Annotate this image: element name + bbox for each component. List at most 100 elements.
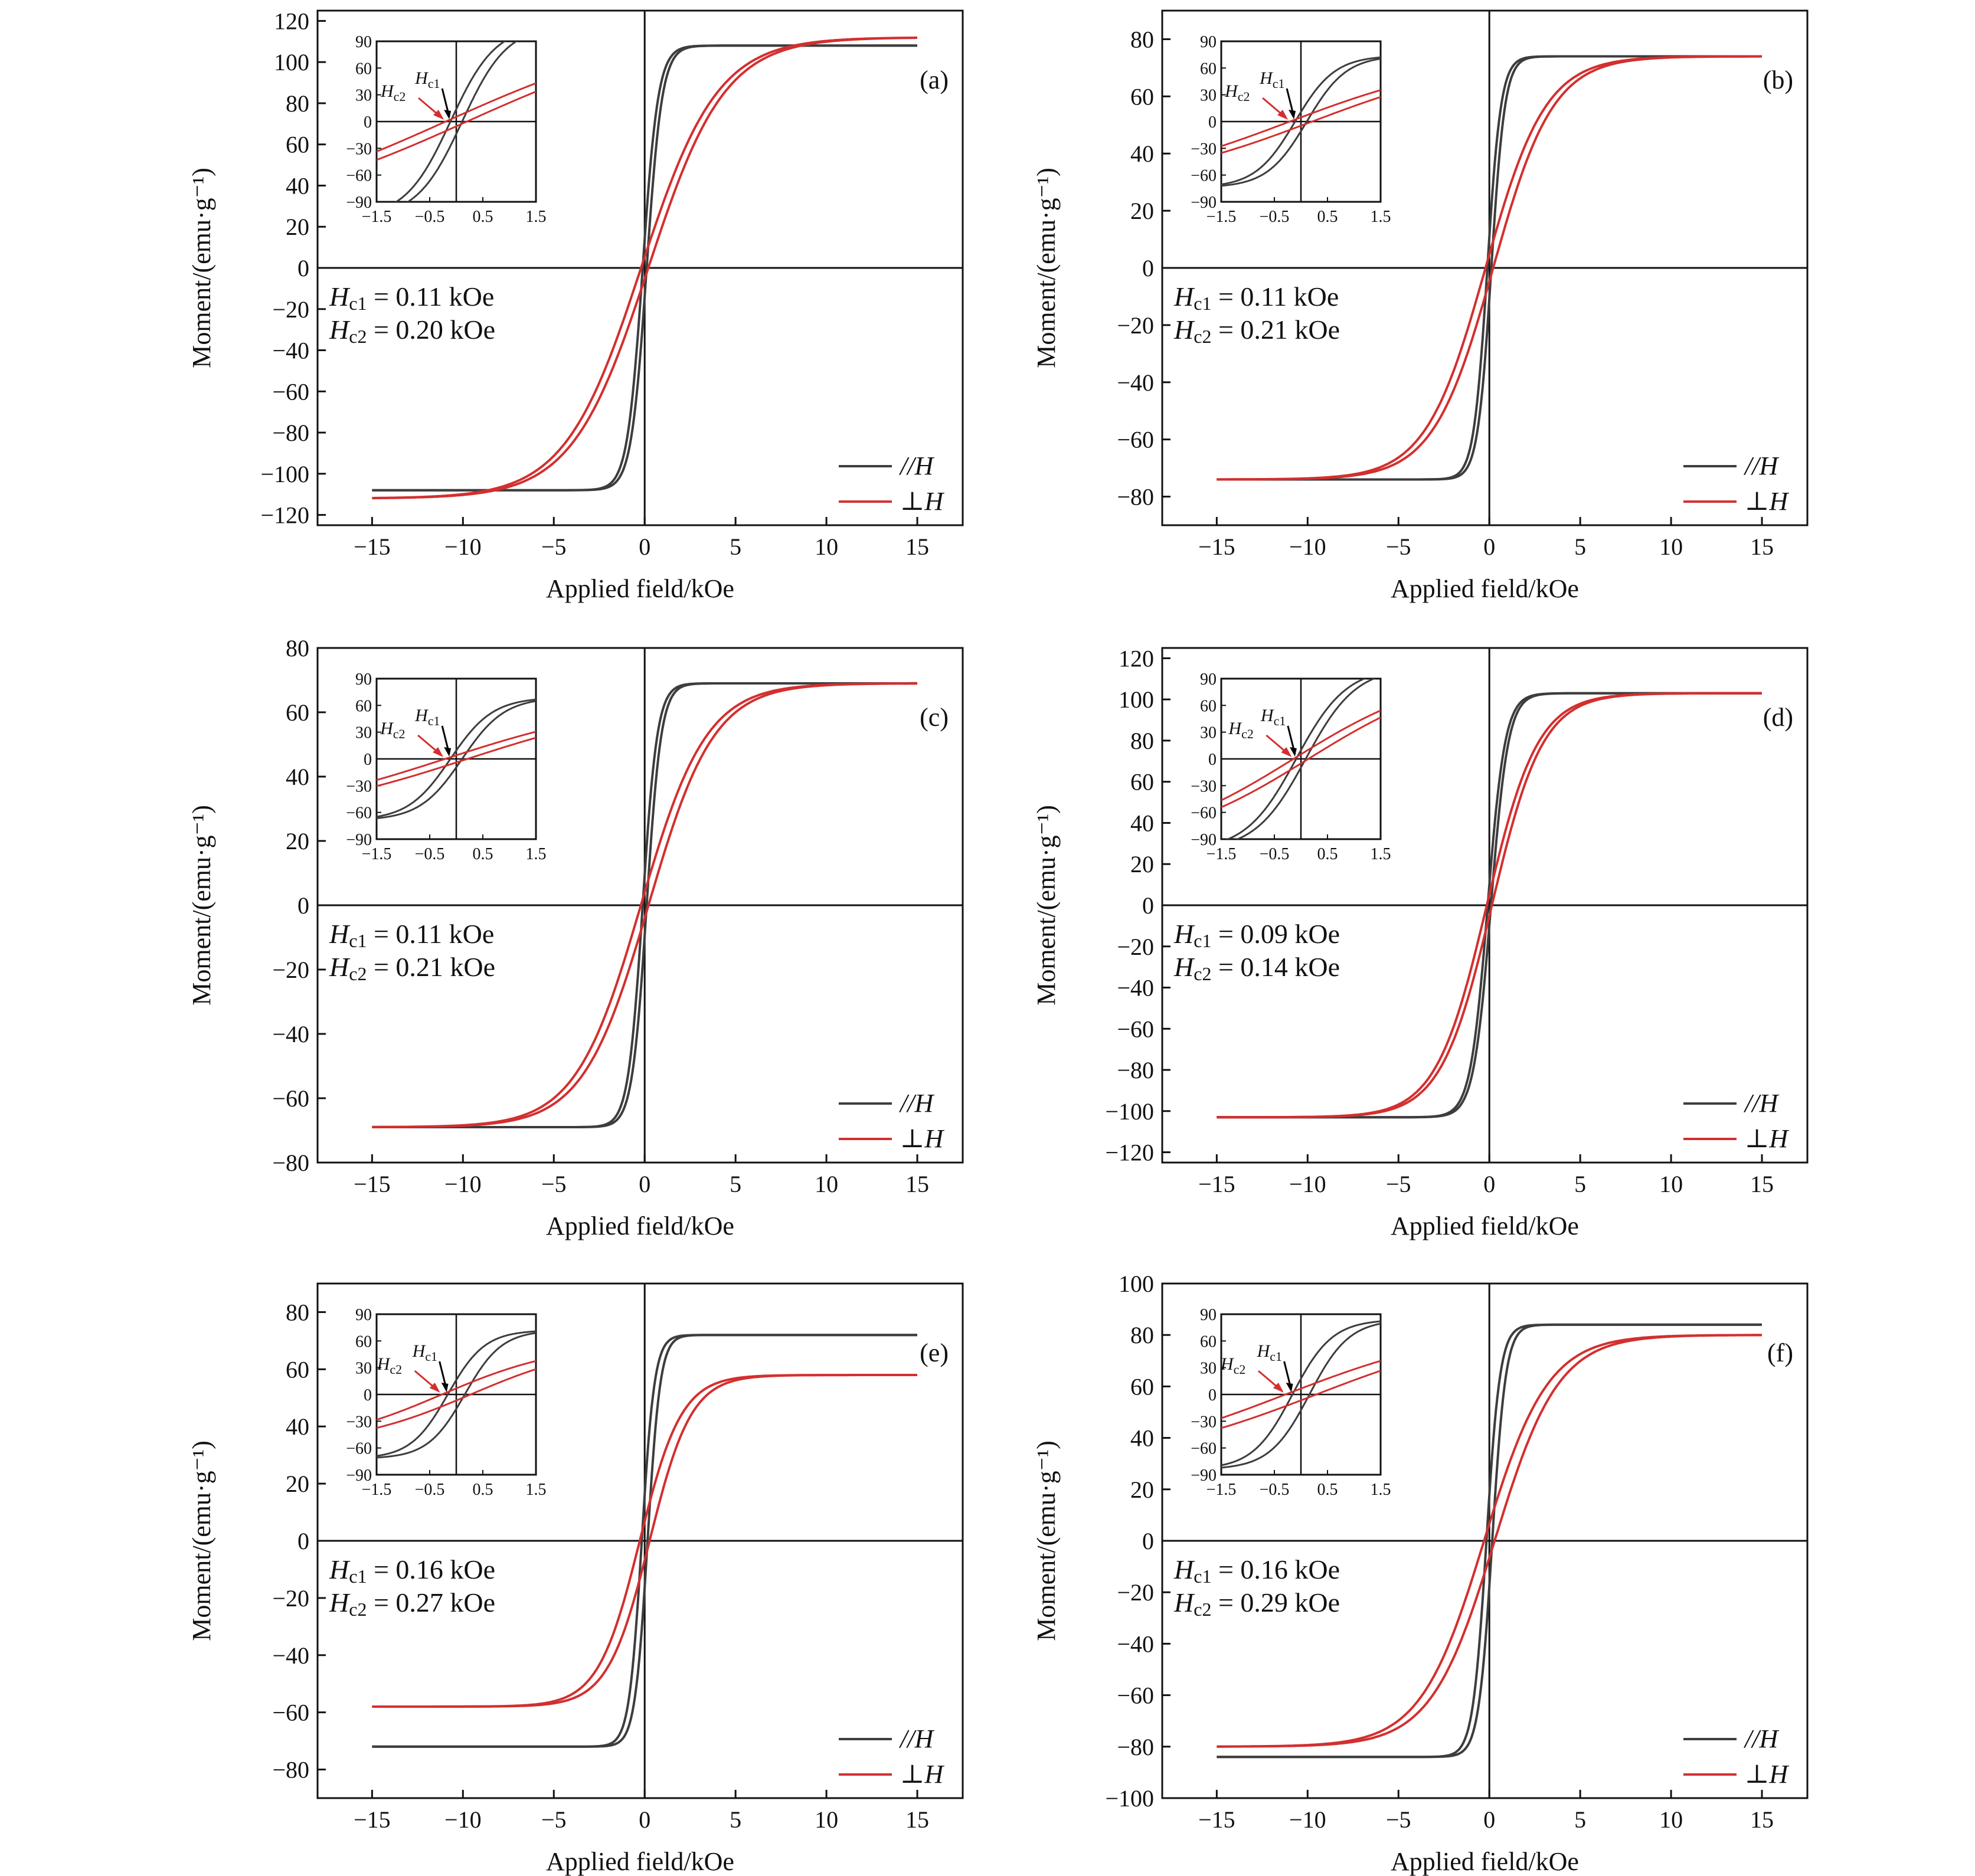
panel-tag: (a) (920, 66, 949, 94)
y-tick-label: 40 (286, 172, 309, 199)
y-axis-label: Moment/(emu·g⁻¹) (1032, 1440, 1061, 1641)
inset-parallel-line (1221, 1322, 1381, 1469)
inset-plot: −90 −60 −30 0 30 60 90 −1.5 −0.5 0.5 1.5 Hc1 Hc2 (1191, 1306, 1391, 1499)
inset-x-tick-label: −0.5 (415, 208, 445, 226)
legend-parallel-label: //H (1743, 1724, 1779, 1753)
y-tick-label: 0 (297, 255, 309, 281)
inset-parallel-line (1235, 679, 1376, 839)
y-tick-label: −20 (272, 957, 309, 983)
inset-y-tick-label: 0 (364, 113, 372, 132)
x-tick-label: −5 (541, 1171, 567, 1197)
inset-y-tick-label: 0 (1208, 1386, 1217, 1404)
x-tick-label: −10 (444, 1806, 482, 1833)
inset-y-tick-label: −30 (1191, 140, 1217, 158)
inset-y-tick-label: −30 (346, 1413, 372, 1431)
y-axis-label: Moment/(emu·g⁻¹) (1032, 805, 1061, 1005)
y-tick-label: 100 (1119, 686, 1154, 713)
hc2-arrow-label: Hc2 (1224, 81, 1250, 104)
x-axis-label: Applied field/kOe (1391, 1847, 1579, 1876)
inset-y-tick-label: 0 (1208, 751, 1217, 769)
hc1-arrow-label: Hc1 (1260, 706, 1286, 728)
legend-parallel-label: //H (898, 1724, 934, 1753)
hc1-arrowhead (444, 110, 452, 119)
perpendicular-series-line (1217, 1334, 1762, 1748)
inset-x-tick-label: 0.5 (1317, 845, 1338, 863)
inset-x-tick-label: −0.5 (415, 1481, 445, 1499)
inset-x-tick-label: 0.5 (473, 208, 493, 226)
x-tick-label: 15 (1750, 533, 1774, 560)
inset-y-tick-label: −60 (1191, 167, 1217, 185)
hc2-arrow-label: Hc2 (380, 719, 405, 741)
y-tick-label: −40 (1117, 1631, 1154, 1657)
legend-perpendicular-label: ⊥H (1745, 487, 1789, 516)
inset-plot: −90 −60 −30 0 30 60 90 −1.5 −0.5 0.5 1.5 Hc1 Hc2 (1191, 670, 1391, 863)
x-tick-label: 15 (1750, 1806, 1774, 1833)
x-tick-label: 0 (639, 533, 650, 560)
y-tick-label: −80 (1117, 484, 1154, 510)
hc2-arrowhead (1277, 110, 1289, 120)
inset-parallel-line (1225, 679, 1367, 839)
inset-y-tick-label: −90 (346, 194, 372, 212)
inset-perpendicular-line (1221, 716, 1381, 808)
x-axis-label: Applied field/kOe (1391, 574, 1579, 603)
y-tick-label: −40 (272, 1021, 309, 1047)
x-tick-label: −15 (1198, 533, 1235, 560)
inset-plot: −90 −60 −30 0 30 60 90 −1.5 −0.5 0.5 1.5 Hc1 Hc2 (346, 670, 546, 863)
y-tick-label: −40 (272, 338, 309, 364)
y-tick-label: 20 (286, 828, 309, 854)
inset-x-tick-label: −1.5 (1206, 208, 1237, 226)
x-tick-label: −5 (541, 533, 567, 560)
y-tick-label: 60 (1130, 769, 1154, 795)
x-tick-label: −10 (444, 533, 482, 560)
y-tick-label: 40 (1130, 810, 1154, 836)
hc2-arrowhead (1281, 747, 1292, 757)
inset-parallel-line (406, 41, 518, 202)
panel-c: −15 −10 −5 0 5 10 15 −80 −60 −40 −20 0 20 40 60 80 Appli… (187, 635, 964, 1240)
y-tick-label: 20 (286, 214, 309, 240)
y-tick-label: 120 (274, 8, 309, 34)
inset-perpendicular-line (1221, 709, 1381, 801)
x-tick-label: 5 (730, 533, 741, 560)
hc2-annotation: Hc2 = 0.20 kOe (329, 315, 495, 347)
y-tick-label: 100 (1119, 1271, 1154, 1297)
legend-perpendicular-label: ⊥H (1745, 1124, 1789, 1153)
y-tick-label: 60 (1130, 1373, 1154, 1400)
inset-perpendicular-line (1221, 1360, 1381, 1419)
inset-x-tick-label: 1.5 (1371, 208, 1391, 226)
inset-x-tick-label: −1.5 (362, 1481, 392, 1499)
y-tick-label: 40 (1130, 140, 1154, 167)
y-tick-label: 0 (1142, 255, 1154, 281)
x-tick-label: −15 (354, 533, 391, 560)
legend-parallel-label: //H (898, 1089, 934, 1118)
inset-perpendicular-line (377, 1360, 536, 1421)
inset-y-tick-label: −30 (346, 140, 372, 158)
y-tick-label: −60 (272, 378, 309, 405)
hc1-annotation: Hc1 = 0.16 kOe (1173, 1554, 1340, 1587)
y-tick-label: −20 (1117, 1579, 1154, 1606)
hc1-annotation: Hc1 = 0.11 kOe (329, 919, 494, 951)
inset-x-tick-label: −0.5 (415, 845, 445, 863)
inset-y-tick-label: 30 (1200, 724, 1217, 742)
inset-x-tick-label: −1.5 (1206, 845, 1237, 863)
inset-y-tick-label: 60 (355, 60, 372, 78)
inset-y-tick-label: 60 (355, 1332, 372, 1351)
hc2-arrowhead (433, 747, 444, 757)
x-tick-label: 10 (1659, 1806, 1683, 1833)
inset-y-tick-label: −60 (1191, 804, 1217, 823)
x-tick-label: −15 (354, 1806, 391, 1833)
hc2-annotation: Hc2 = 0.14 kOe (1173, 952, 1340, 984)
y-tick-label: 0 (1142, 1528, 1154, 1554)
x-tick-label: 15 (905, 1806, 929, 1833)
legend-parallel-label: //H (1743, 1089, 1779, 1118)
inset-perpendicular-line (1221, 1370, 1381, 1429)
inset-x-tick-label: −1.5 (362, 208, 392, 226)
inset-y-tick-label: 60 (1200, 697, 1217, 715)
y-tick-label: −40 (1117, 369, 1154, 396)
x-tick-label: −15 (1198, 1171, 1235, 1197)
y-tick-label: 120 (1119, 645, 1154, 672)
inset-parallel-line (377, 1330, 536, 1457)
legend-perpendicular-label: ⊥H (900, 1760, 944, 1789)
y-tick-label: 100 (274, 49, 309, 76)
y-tick-label: −100 (1105, 1785, 1154, 1812)
